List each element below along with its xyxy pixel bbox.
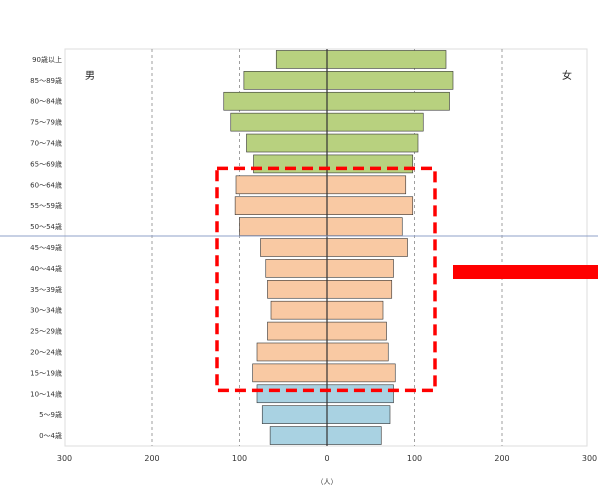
bar-male-3	[230, 112, 328, 132]
bar-male-8	[239, 217, 328, 236]
female-label: 女	[562, 69, 572, 82]
age-label: 80～84歳	[30, 97, 62, 106]
bar-male-9	[260, 238, 328, 257]
bar-male-2	[223, 91, 328, 111]
bar-female-6	[326, 175, 407, 195]
male-label: 男	[85, 70, 95, 82]
age-label: 75～79歳	[30, 118, 62, 127]
x-axis-unit-label: （人）	[317, 478, 338, 486]
bar-female-8	[326, 217, 403, 236]
age-label: 55～59歳	[30, 201, 62, 210]
highlight-marker	[453, 265, 598, 279]
bar-male-13	[267, 321, 328, 341]
age-label: 35～39歳	[30, 285, 62, 294]
age-label: 0～4歳	[39, 431, 62, 440]
age-label: 40～44歳	[30, 264, 62, 273]
plot-frame	[64, 48, 588, 447]
labels: 90歳以上 85～89歳 80～84歳 75～79歳 70～74歳 65～69歳 60～64…	[30, 55, 572, 440]
age-label: 20～24歳	[30, 347, 62, 356]
bar-male-14	[256, 342, 328, 362]
bar-female-0	[326, 50, 447, 69]
bar-female-13	[326, 321, 387, 341]
age-label: 30～34歳	[30, 306, 62, 315]
age-label: 50～54歳	[30, 222, 62, 231]
x-tick-label: 100	[232, 454, 247, 463]
bar-female-12	[326, 300, 384, 320]
age-label: 85～89歳	[30, 76, 62, 85]
bar-female-18	[326, 426, 382, 445]
x-tick-label: 0	[324, 454, 329, 463]
bar-female-11	[326, 280, 393, 299]
bar-male-17	[261, 405, 328, 424]
x-tick-label: 100	[407, 454, 422, 463]
annotations	[215, 166, 598, 393]
bar-female-1	[326, 71, 454, 90]
age-label: 25～29歳	[30, 327, 62, 336]
highlight-box	[215, 166, 437, 393]
x-tick-label: 300	[582, 454, 597, 463]
age-label: 10～14歳	[30, 389, 62, 398]
age-label: 5～9歳	[39, 410, 62, 419]
bar-male-16	[256, 384, 328, 404]
bar-female-7	[326, 196, 414, 215]
bar-female-14	[326, 342, 389, 362]
bar-female-4	[326, 133, 419, 153]
bar-male-6	[235, 175, 328, 195]
bar-female-10	[326, 259, 394, 278]
bar-male-4	[246, 133, 328, 153]
bar-female-9	[326, 238, 408, 257]
bar-female-16	[326, 384, 394, 404]
x-tick-label: 200	[144, 454, 159, 463]
age-label: 15～19歳	[30, 368, 62, 377]
x-tick-label: 300	[57, 454, 72, 463]
bar-female-5	[326, 154, 414, 174]
bar-male-11	[267, 280, 328, 299]
bar-male-10	[265, 259, 328, 278]
bar-male-5	[253, 154, 328, 174]
bar-female-17	[326, 405, 391, 424]
age-label: 45～49歳	[30, 243, 62, 252]
age-label: 60～64歳	[30, 180, 62, 189]
bars	[223, 50, 454, 445]
bar-male-0	[275, 50, 328, 69]
bar-male-18	[269, 426, 328, 445]
age-label: 90歳以上	[32, 55, 62, 64]
axes: 300 200 100 0 100 200 300 （人）	[0, 49, 598, 486]
bar-female-15	[326, 363, 396, 383]
age-label: 70～74歳	[30, 139, 62, 148]
bar-male-7	[234, 196, 328, 215]
age-label: 65～69歳	[30, 159, 62, 168]
bar-female-3	[326, 112, 424, 132]
x-tick-label: 200	[494, 454, 509, 463]
bar-female-2	[326, 91, 450, 111]
bar-male-12	[270, 300, 328, 320]
bar-male-15	[252, 363, 328, 383]
bar-male-1	[243, 71, 328, 90]
